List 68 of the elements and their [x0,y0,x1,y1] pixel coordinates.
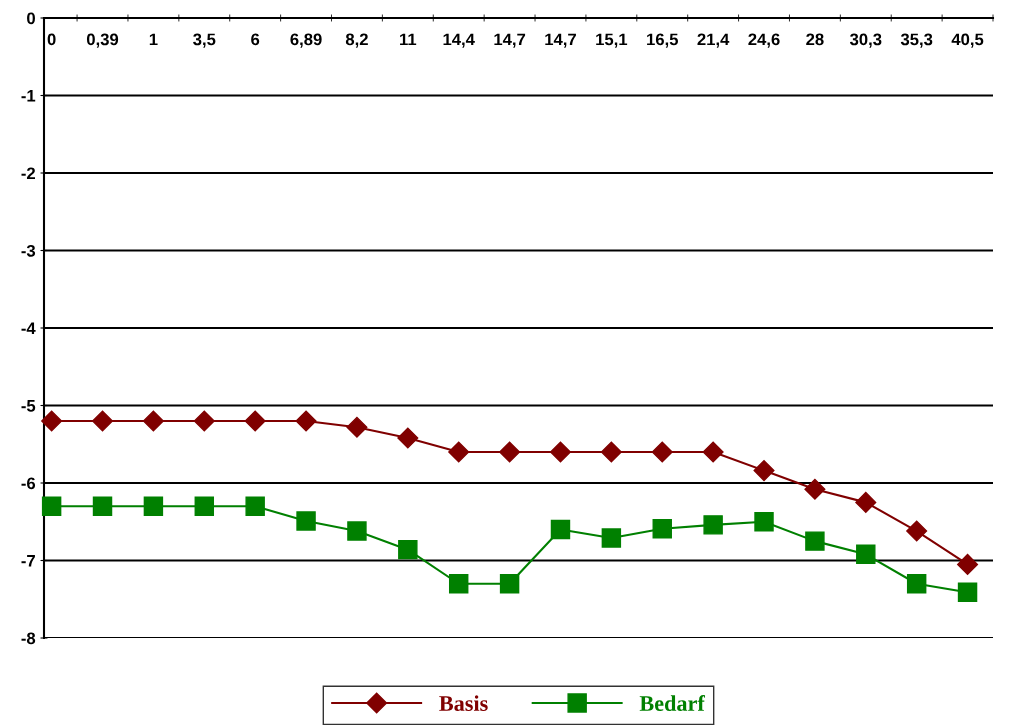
point [194,496,215,516]
point [142,410,164,432]
x-tick-label: 28 [806,33,824,46]
x-tick-label: 8,2 [345,33,368,48]
x-tick-label: 6,89 [290,33,322,48]
point [346,416,368,438]
point [703,515,723,535]
x-tick-label: 30,3 [849,33,882,48]
y-tick-label: -7 [21,555,35,567]
y-tick-label: -5 [21,400,36,412]
x-tick-label: 0 [47,33,56,46]
point [41,410,63,432]
point [906,574,927,594]
point [397,427,419,449]
point [651,441,673,463]
point [41,496,62,516]
y-tick-label: -6 [21,477,36,490]
point [550,519,571,540]
legend-label: Basis [439,695,488,711]
point [855,491,877,513]
y-tick-label: 0 [27,12,35,25]
x-tick-label: 21,4 [697,33,730,48]
y-tick-label: -2 [21,167,35,180]
point [601,528,622,548]
point [957,553,979,575]
point [296,511,316,531]
x-tick-label: 35,3 [900,33,933,48]
point [702,441,724,463]
point [652,519,672,539]
x-tick-label: 1 [149,33,158,46]
point [499,574,520,594]
point [193,410,215,432]
point [245,496,265,516]
point [499,441,521,463]
x-tick-label: 24,6 [748,33,780,48]
x-tick-label: 16,5 [647,33,679,48]
x-tick-label: 3,5 [193,33,216,48]
point [448,574,469,594]
x-tick-label: 14,7 [545,33,576,48]
point [347,521,367,541]
point [805,531,825,551]
x-tick-label: 0,39 [86,33,119,48]
point [754,512,774,532]
legend-label: Bedarf [639,695,706,711]
x-tick-label: 14,4 [443,33,475,48]
point [92,496,113,516]
point [143,496,164,516]
point [92,410,114,432]
x-tick-label: 15,1 [596,33,628,48]
point [753,460,775,482]
y-tick-label: -8 [21,632,36,645]
x-tick-label: 40,5 [951,33,984,48]
point [398,539,418,560]
y-tick-label: -4 [21,322,36,335]
point [448,441,470,463]
y-tick-label: -1 [21,90,36,102]
point [549,441,571,463]
point [295,410,317,432]
point [804,478,826,500]
point [600,441,622,463]
point [856,544,876,565]
point [957,582,978,602]
x-tick-label: 11 [400,33,417,46]
y-tick-label: -3 [21,244,36,257]
x-tick-label: 14,7 [494,33,526,48]
x-tick-label: 6 [251,33,260,46]
point [906,520,928,542]
point [244,410,266,432]
